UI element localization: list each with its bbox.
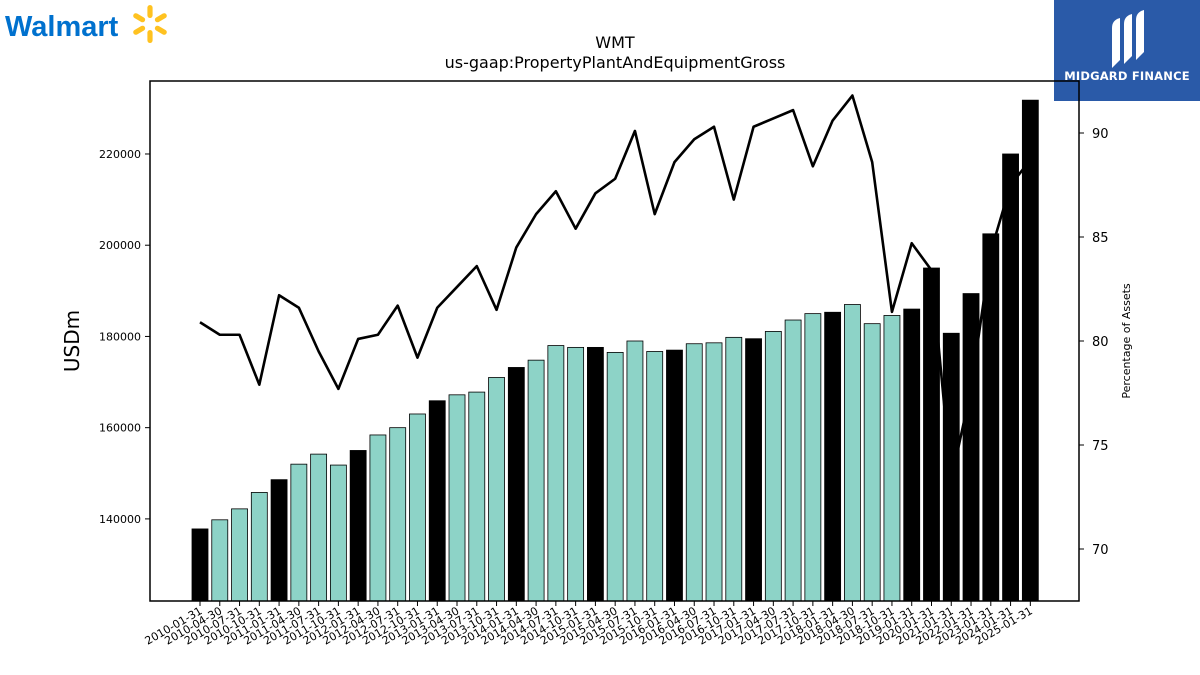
bar-2012-04-30 xyxy=(369,434,387,602)
bar-2013-04-30 xyxy=(448,394,466,602)
bar-2016-07-31 xyxy=(705,342,723,602)
midgard-logo-text: MIDGARD FINANCE xyxy=(1064,69,1190,83)
walmart-logo: Walmart xyxy=(4,2,174,48)
y-tick-label: 180000 xyxy=(99,330,141,343)
bar-2015-01-31 xyxy=(587,346,604,602)
bar-2017-07-31 xyxy=(784,319,802,602)
bar-2012-01-31 xyxy=(349,450,367,602)
bar-2012-07-31 xyxy=(389,427,407,602)
walmart-spark-icon xyxy=(133,5,167,43)
y2-tick-label: 75 xyxy=(1092,439,1109,454)
y-tick-label: 160000 xyxy=(99,422,141,435)
bar-2010-07-31 xyxy=(231,508,248,602)
bar-2012-10-31 xyxy=(409,413,426,602)
bar-2025-01-31 xyxy=(1021,99,1039,602)
bar-2013-07-31 xyxy=(468,391,486,602)
bar-2015-10-31 xyxy=(646,351,664,602)
bar-2017-04-30 xyxy=(764,331,782,602)
bar-2016-04-30 xyxy=(685,343,703,602)
bar-2013-01-31 xyxy=(428,400,446,602)
bar-2018-07-31 xyxy=(863,323,881,602)
y2-tick-label: 80 xyxy=(1092,335,1109,350)
bar-2014-07-31 xyxy=(547,345,565,602)
bar-2011-04-30 xyxy=(290,463,308,602)
y-axis-label: USDm xyxy=(60,310,84,372)
y2-tick-label: 90 xyxy=(1092,127,1109,142)
bar-2017-01-31 xyxy=(745,338,762,602)
bar-2018-10-31 xyxy=(883,315,901,602)
bar-2010-01-31 xyxy=(191,528,209,602)
bar-2016-10-31 xyxy=(725,336,743,602)
bar-2010-04-30 xyxy=(211,519,229,602)
bar-2022-01-31 xyxy=(962,293,980,602)
walmart-logo-text: Walmart xyxy=(5,11,119,43)
y2-tick-label: 85 xyxy=(1092,231,1109,246)
bar-2013-10-31 xyxy=(488,377,505,602)
bar-2010-10-31 xyxy=(250,492,268,602)
y-tick-label: 140000 xyxy=(99,513,141,526)
percentage-of-assets-line xyxy=(199,94,1032,482)
bar-2017-10-31 xyxy=(804,313,822,602)
bar-2014-01-31 xyxy=(507,367,525,602)
bar-2011-01-31 xyxy=(270,479,288,602)
bar-2015-04-30 xyxy=(606,351,624,602)
bar-2011-10-31 xyxy=(329,464,347,602)
chart-title: WMT xyxy=(595,33,635,52)
bar-2014-04-30 xyxy=(527,359,545,602)
bar-2024-01-31 xyxy=(1002,153,1019,602)
midgard-m-icon xyxy=(1112,10,1144,68)
bar-2016-01-31 xyxy=(666,349,683,602)
y-tick-label: 220000 xyxy=(99,148,141,161)
bar-2019-01-31 xyxy=(903,308,921,602)
bar-2018-01-31 xyxy=(824,311,842,602)
bar-2018-04-30 xyxy=(844,304,861,602)
chart-subtitle: us-gaap:PropertyPlantAndEquipmentGross xyxy=(445,53,786,72)
y2-axis-label: Percentage of Assets xyxy=(1120,283,1133,399)
bar-2014-10-31 xyxy=(567,346,585,602)
bar-2015-07-31 xyxy=(626,340,644,602)
y2-tick-label: 70 xyxy=(1092,543,1109,558)
y-tick-label: 200000 xyxy=(99,239,141,252)
bar-2011-07-31 xyxy=(310,453,328,602)
